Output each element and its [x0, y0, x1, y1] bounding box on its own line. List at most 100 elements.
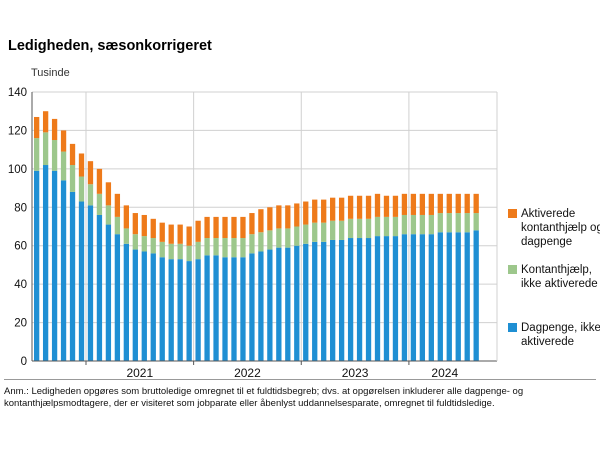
stacked-bar-chart: 0 20 40 60 80 100 120 140 2021 2022 2023 2024 — [8, 87, 498, 380]
bar-segment-dagpenge — [222, 257, 228, 361]
bar-segment-kontanthjaelp — [437, 213, 443, 233]
bar-segment-kontanthjaelp — [60, 151, 67, 181]
bar-segment-kontanthjaelp — [231, 238, 237, 258]
bar-segment-dagpenge — [114, 234, 121, 361]
bar-segment-kontanthjaelp — [473, 213, 479, 231]
bar-segment-kontanthjaelp — [114, 216, 121, 235]
bar-segment-aktiverede — [258, 209, 264, 233]
bar-segment-aktiverede — [240, 216, 246, 239]
bar-segment-aktiverede — [69, 143, 76, 166]
bar-segment-dagpenge — [383, 236, 390, 361]
legend-item-kontanthjaelp: Kontanthjælp, ikke aktiverede — [508, 263, 600, 293]
bar-segment-aktiverede — [285, 205, 291, 229]
bar-segment-aktiverede — [222, 216, 228, 239]
bar-segment-dagpenge — [132, 249, 138, 361]
axes: 0 20 40 60 80 100 120 140 2021 2022 2023 2024 — [8, 87, 498, 380]
bar-segment-kontanthjaelp — [392, 216, 399, 237]
bar-segment-aktiverede — [446, 193, 452, 214]
bar-segment-kontanthjaelp — [312, 222, 318, 242]
bar-segment-kontanthjaelp — [204, 238, 210, 256]
footnote: Anm.: Ledigheden opgøres som bruttoledig… — [4, 386, 524, 409]
bar-segment-dagpenge — [150, 253, 156, 361]
bar-segment-aktiverede — [410, 193, 417, 215]
bar-segment-dagpenge — [276, 247, 282, 361]
bar-segment-dagpenge — [330, 239, 336, 361]
bar-segment-kontanthjaelp — [168, 243, 174, 260]
y-tick-label: 80 — [14, 202, 27, 214]
legend-label-aktiverede: Aktiverede kontanthjælp og dagpenge — [521, 208, 600, 248]
legend-item-dagpenge: Dagpenge, ikke aktiverede — [508, 321, 600, 351]
bar-segment-dagpenge — [60, 180, 67, 361]
legend-swatch-aktiverede — [508, 209, 517, 218]
bar-segment-dagpenge — [464, 232, 470, 361]
y-tick-label: 60 — [14, 241, 27, 253]
legend-label-kontanthjaelp: Kontanthjælp, ikke aktiverede — [521, 264, 598, 290]
bar-segment-aktiverede — [437, 193, 443, 214]
bar-segment-kontanthjaelp — [159, 241, 165, 258]
footnote-divider — [4, 379, 596, 380]
bar-segment-aktiverede — [330, 197, 336, 221]
bar-segment-kontanthjaelp — [186, 245, 192, 262]
bar-segment-kontanthjaelp — [258, 232, 264, 252]
bar-segment-kontanthjaelp — [34, 138, 40, 171]
y-tick-label: 20 — [14, 318, 27, 330]
bar-segment-aktiverede — [87, 161, 94, 185]
bar-segment-dagpenge — [96, 214, 103, 361]
bar-segment-dagpenge — [105, 224, 112, 361]
bar-segment-dagpenge — [177, 259, 183, 361]
bar-segment-aktiverede — [114, 193, 121, 217]
bar-segment-aktiverede — [455, 193, 461, 214]
y-tick-label: 0 — [21, 356, 27, 368]
bar-segment-dagpenge — [294, 245, 300, 361]
bar-segment-aktiverede — [78, 153, 85, 177]
bar-segment-aktiverede — [132, 213, 138, 235]
bar-segment-dagpenge — [312, 241, 318, 361]
bar-segment-dagpenge — [159, 257, 165, 361]
legend-item-aktiverede: Aktiverede kontanthjælp og dagpenge — [508, 207, 600, 251]
x-tick-label: 2022 — [234, 366, 261, 380]
bar-segment-aktiverede — [231, 216, 237, 239]
bar-segment-dagpenge — [446, 232, 452, 361]
bar-segment-kontanthjaelp — [294, 226, 300, 246]
y-tick-label: 120 — [8, 125, 27, 137]
bar-segment-dagpenge — [347, 238, 354, 361]
bar-segment-aktiverede — [347, 195, 354, 219]
bar-segment-kontanthjaelp — [321, 222, 327, 242]
bar-segment-kontanthjaelp — [455, 213, 461, 233]
bar-segment-kontanthjaelp — [69, 165, 76, 192]
bar-segment-aktiverede — [276, 205, 282, 229]
bar-segment-kontanthjaelp — [276, 228, 282, 248]
bar-segment-kontanthjaelp — [410, 214, 417, 235]
bar-segment-aktiverede — [186, 226, 192, 246]
bar-segment-dagpenge — [392, 236, 399, 361]
bar-segment-aktiverede — [303, 201, 309, 225]
bar-segment-dagpenge — [87, 205, 94, 361]
bar-segment-kontanthjaelp — [42, 132, 49, 166]
bar-segment-aktiverede — [195, 220, 201, 242]
bar-segment-aktiverede — [213, 216, 219, 239]
bar-segment-aktiverede — [321, 199, 327, 223]
bar-segment-dagpenge — [303, 243, 309, 361]
bar-segment-dagpenge — [195, 259, 201, 361]
bar-segment-kontanthjaelp — [195, 241, 201, 260]
bar-segment-kontanthjaelp — [374, 216, 381, 237]
bar-segment-kontanthjaelp — [51, 140, 58, 171]
bar-segment-dagpenge — [419, 234, 426, 361]
bar-segment-dagpenge — [249, 253, 255, 361]
bar-segment-aktiverede — [204, 216, 210, 239]
bar-segment-kontanthjaelp — [347, 218, 354, 239]
bar-segment-kontanthjaelp — [330, 220, 336, 240]
y-tick-label: 40 — [14, 279, 27, 291]
bar-segment-aktiverede — [383, 195, 390, 217]
bar-segment-kontanthjaelp — [123, 228, 129, 244]
bar-segment-kontanthjaelp — [464, 213, 470, 233]
bar-segment-aktiverede — [338, 197, 345, 221]
bar-segment-kontanthjaelp — [96, 193, 103, 215]
bar-segment-aktiverede — [464, 193, 470, 214]
bar-segment-kontanthjaelp — [338, 220, 345, 240]
bar-segment-dagpenge — [186, 261, 192, 361]
bar-segment-kontanthjaelp — [105, 205, 112, 225]
bar-segment-dagpenge — [410, 234, 417, 361]
bar-segment-dagpenge — [473, 230, 479, 361]
bar-segment-aktiverede — [177, 224, 183, 244]
